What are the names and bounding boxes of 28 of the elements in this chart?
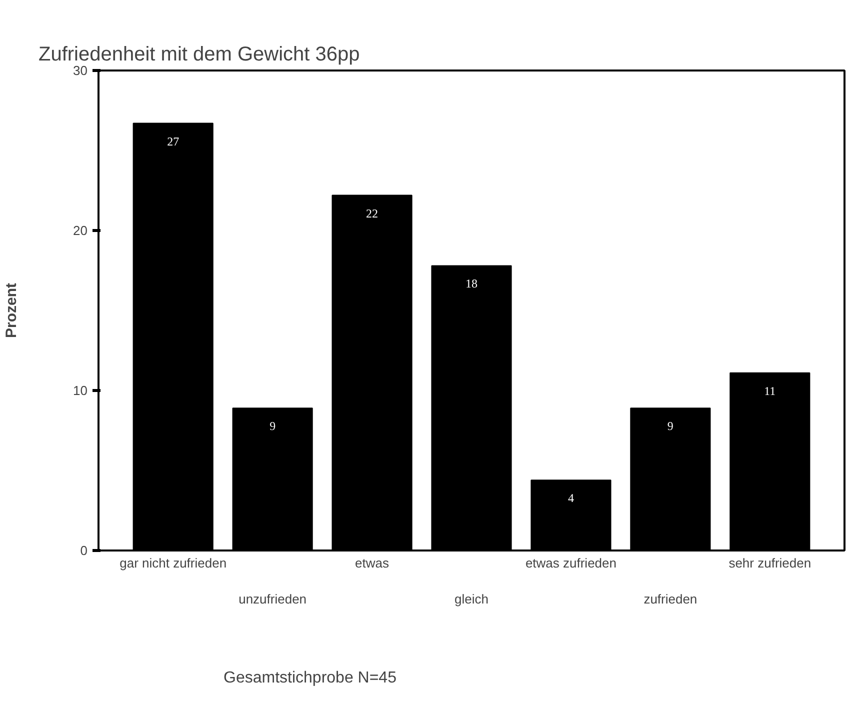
y-tick-label: 20 [73,223,88,238]
x-tick-label: etwas zufrieden [525,556,617,570]
y-tick-label: 10 [73,383,88,398]
data-label: 11 [764,384,776,398]
chart-title: Zufriedenheit mit dem Gewicht 36pp [38,44,360,66]
bar [232,408,313,550]
x-tick-label: unzufrieden [238,592,307,606]
y-tick-label: 30 [73,63,88,78]
bar [730,372,810,550]
x-tick-label: sehr zufrieden [728,556,812,570]
data-label: 9 [667,419,674,434]
text: Gesamtstichprobe N=45 [224,670,397,686]
bar [132,122,214,550]
x-tick-label: gar nicht zufrieden [120,556,227,570]
bar [332,194,412,550]
data-label: 27 [167,134,180,148]
data-label: 4 [568,491,574,506]
bar [530,480,612,550]
x-tick-label: zufrieden [644,592,698,606]
y-axis-title: Prozent [3,282,20,338]
bar [630,408,711,550]
x-tick-label: gleich [454,592,488,606]
data-label: 18 [466,276,478,291]
data-label: 9 [270,419,276,434]
x-tick-label: etwas [355,556,390,570]
y-tick-label: 0 [80,543,88,558]
bar [431,265,512,550]
data-label: 22 [366,206,378,220]
